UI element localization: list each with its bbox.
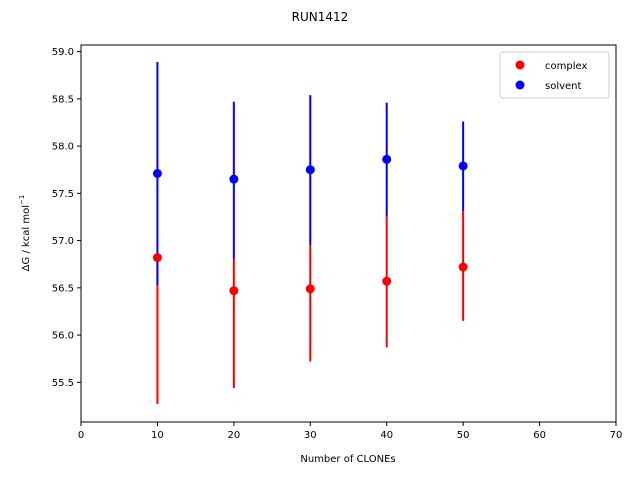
point-complex-50 [458, 262, 468, 272]
y-tick-label-56: 56.0 [52, 331, 74, 342]
x-tick-label-70: 70 [610, 430, 623, 441]
y-axis-label-main: ΔG / kcal mol [21, 205, 32, 271]
y-tick-label-58: 58.0 [52, 142, 74, 153]
y-tick-label-58.5: 58.5 [52, 94, 74, 105]
point-complex-20 [229, 286, 239, 296]
x-tick-label-10: 10 [151, 430, 164, 441]
y-tick-label-55.5: 55.5 [52, 378, 74, 389]
point-solvent-20 [229, 174, 239, 184]
point-complex-30 [305, 284, 315, 294]
x-tick-label-30: 30 [304, 430, 317, 441]
point-solvent-50 [458, 161, 468, 171]
point-complex-10 [152, 253, 162, 263]
legend-marker-complex [515, 60, 525, 70]
legend: complex solvent [499, 51, 610, 99]
y-tick-label-57: 57.0 [52, 236, 74, 247]
y-axis-label: ΔG / kcal mol−1 [18, 195, 32, 272]
legend-box [499, 51, 610, 99]
point-complex-40 [382, 276, 392, 286]
legend-label-solvent: solvent [545, 81, 582, 92]
point-solvent-30 [305, 165, 315, 175]
plot-area: 0 10 20 30 40 50 60 70 55.5 56.0 56.5 57.0 57.5 58.0 5… [52, 44, 623, 441]
legend-marker-solvent [515, 80, 525, 90]
legend-label-complex: complex [545, 61, 587, 72]
x-tick-label-0: 0 [78, 430, 84, 441]
x-tick-label-20: 20 [227, 430, 240, 441]
x-axis-label: Number of CLONEs [300, 454, 395, 465]
y-axis-label-superscript: −1 [18, 195, 26, 205]
x-tick-label-50: 50 [457, 430, 470, 441]
y-tick-label-59: 59.0 [52, 47, 74, 58]
point-solvent-10 [152, 169, 162, 179]
x-tick-label-60: 60 [533, 430, 546, 441]
axes-frame [80, 44, 617, 423]
chart-title: RUN1412 [292, 10, 349, 24]
y-tick-label-57.5: 57.5 [52, 189, 74, 200]
point-solvent-40 [382, 154, 392, 164]
x-tick-label-40: 40 [380, 430, 393, 441]
y-tick-label-56.5: 56.5 [52, 283, 74, 294]
